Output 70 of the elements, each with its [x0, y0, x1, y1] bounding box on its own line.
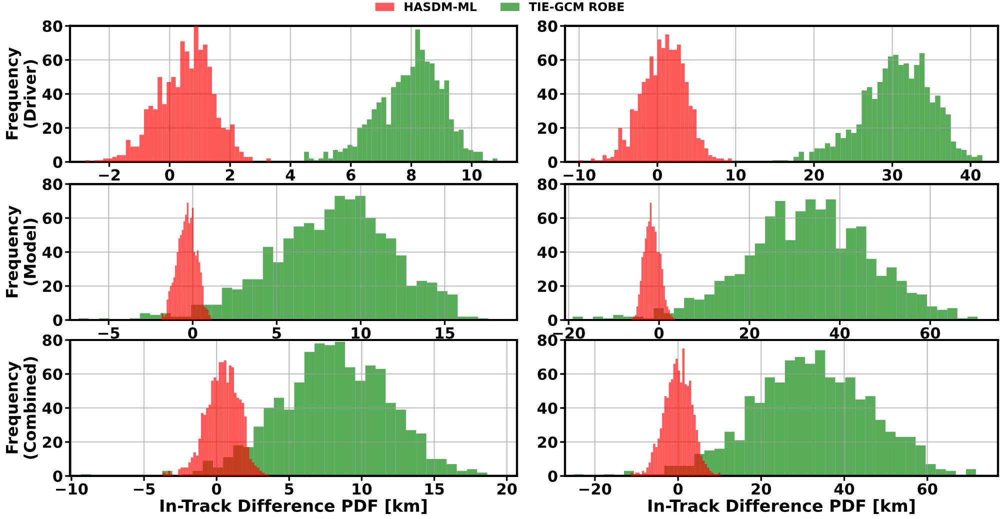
- x-tick-label: 0: [673, 483, 683, 495]
- y-tick-label: 40: [537, 88, 558, 100]
- y-tick-label: 0: [53, 314, 62, 326]
- y-tick-label: 40: [42, 402, 62, 414]
- legend-label: HASDM-ML: [404, 2, 477, 12]
- y-tick-label: 0: [548, 470, 558, 482]
- y-tick-label: 60: [42, 368, 62, 380]
- x-tick-label: 60: [918, 483, 938, 495]
- x-tick-label: 15: [425, 483, 444, 495]
- y-tick-label: 80: [538, 20, 558, 32]
- x-tick-label: 15: [436, 327, 454, 339]
- x-tick-label: −5: [98, 327, 120, 339]
- x-tick-label: 0: [165, 169, 174, 181]
- y-tick-label: 0: [53, 156, 62, 168]
- x-tick-label: 0: [652, 169, 662, 181]
- x-tick-label: 10: [462, 169, 482, 181]
- legend-label: TIE-GCM ROBE: [528, 2, 624, 12]
- y-tick-label: 60: [42, 212, 62, 224]
- y-tick-label: 0: [53, 470, 62, 482]
- y-tick-label: 20: [43, 122, 62, 134]
- x-tick-label: 2: [226, 169, 234, 180]
- x-tick-label: 40: [834, 483, 854, 495]
- x-tick-label: 20: [804, 169, 824, 181]
- y-tick-label: 80: [42, 20, 62, 32]
- x-tick-label: 5: [272, 327, 281, 339]
- x-tick-label: 30: [882, 169, 902, 181]
- y-tick-label: 20: [538, 280, 558, 292]
- y-axis-title: Frequency (Combined): [6, 357, 38, 459]
- x-tick-label: 10: [726, 169, 746, 181]
- x-tick-label: 20: [752, 483, 772, 495]
- x-tick-label: 10: [352, 483, 372, 495]
- y-tick-label: 60: [42, 54, 62, 66]
- x-axis-title: In-Track Difference PDF [km]: [648, 499, 915, 514]
- x-tick-label: 20: [497, 483, 517, 495]
- x-tick-label: 0: [212, 483, 222, 495]
- y-tick-label: 40: [537, 402, 558, 414]
- y-axis-title: Frequency (Model): [6, 206, 38, 298]
- x-tick-label: 20: [740, 327, 760, 339]
- x-tick-label: 40: [960, 169, 980, 181]
- x-tick-label: 6: [346, 169, 356, 181]
- x-tick-label: 8: [406, 169, 416, 181]
- x-tick-label: 0: [188, 327, 198, 339]
- y-tick-label: 80: [538, 178, 558, 190]
- y-tick-label: 40: [42, 246, 62, 258]
- y-tick-label: 40: [537, 246, 558, 258]
- y-tick-label: 40: [42, 88, 62, 100]
- x-axis-title: In-Track Difference PDF [km]: [160, 499, 427, 514]
- x-tick-label: −2: [99, 169, 120, 180]
- x-tick-label: 4: [286, 169, 296, 180]
- y-tick-label: 0: [548, 156, 558, 168]
- y-tick-label: 80: [42, 178, 62, 190]
- x-tick-label: 10: [352, 327, 371, 339]
- x-tick-label: −10: [56, 483, 88, 495]
- y-tick-label: 20: [538, 122, 558, 134]
- y-tick-label: 0: [548, 314, 558, 326]
- x-tick-label: 60: [920, 327, 940, 339]
- y-axis-title: Frequency (Driver): [6, 47, 38, 140]
- y-tick-label: 20: [538, 436, 558, 448]
- x-tick-label: −10: [564, 169, 596, 181]
- y-tick-label: 80: [42, 334, 62, 346]
- x-tick-label: 5: [285, 483, 294, 495]
- x-tick-label: −5: [134, 483, 155, 495]
- x-tick-label: −20: [580, 483, 612, 495]
- y-tick-label: 20: [43, 280, 62, 292]
- y-tick-label: 60: [538, 212, 558, 224]
- y-tick-label: 20: [43, 436, 62, 448]
- x-tick-label: 0: [654, 327, 664, 339]
- x-tick-label: 40: [830, 327, 850, 339]
- y-tick-label: 60: [538, 368, 558, 380]
- y-tick-label: 60: [538, 54, 558, 66]
